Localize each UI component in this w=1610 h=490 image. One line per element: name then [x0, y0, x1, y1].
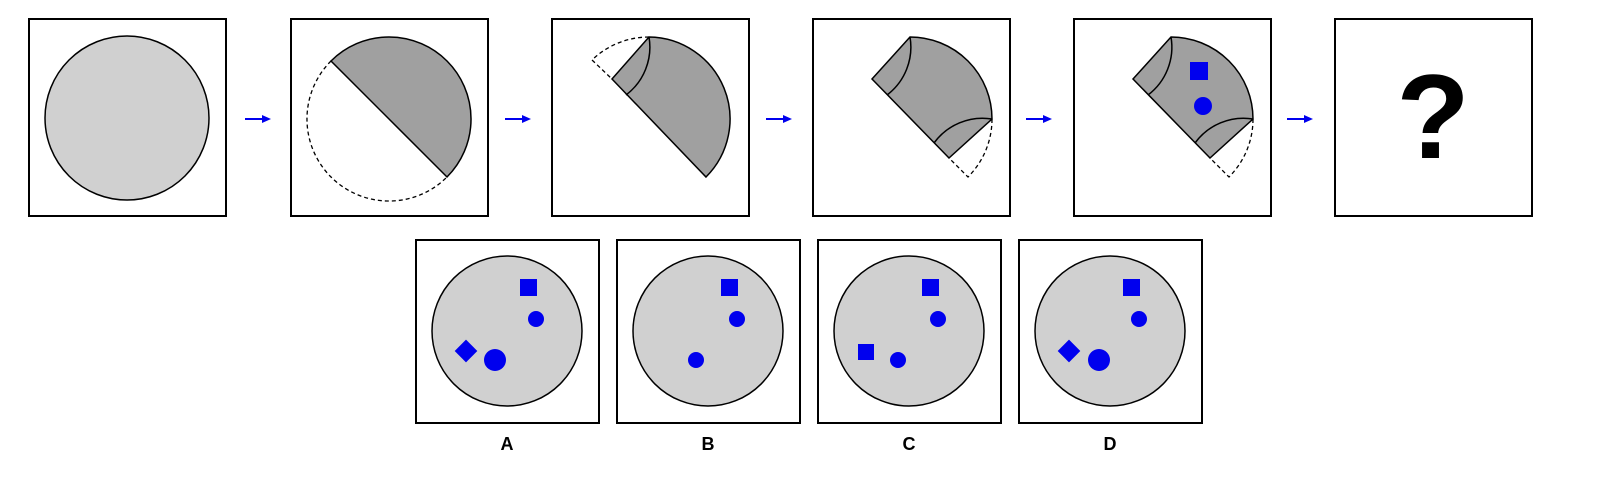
- paper-disc: [632, 255, 784, 407]
- square-hole-icon: [721, 279, 738, 296]
- dashed-fold-outline: [591, 36, 650, 80]
- step-5-panel: [1073, 18, 1272, 217]
- paper-disc: [1034, 255, 1186, 407]
- option-b[interactable]: B: [616, 239, 801, 454]
- square-hole-icon: [1190, 62, 1208, 80]
- folded-shape: [870, 36, 993, 160]
- step-4-panel: [812, 18, 1011, 217]
- option-a-label: A: [501, 434, 514, 454]
- fold-crease: [1194, 117, 1254, 144]
- paper-disc: [833, 255, 985, 407]
- fold-crease: [625, 36, 651, 96]
- circle-hole-icon: [729, 311, 745, 327]
- fold-crease: [1147, 36, 1173, 96]
- arrow-icon: [766, 115, 792, 123]
- circle-hole-icon: [930, 311, 946, 327]
- circle-hole-icon: [528, 311, 544, 327]
- option-c-label: C: [903, 434, 916, 454]
- arrow-icon: [1287, 115, 1313, 123]
- folded-half: [329, 36, 472, 179]
- question-mark: ?: [1396, 50, 1469, 184]
- option-b-label: B: [702, 434, 715, 454]
- square-hole-icon: [922, 279, 939, 296]
- step-1-panel: [28, 18, 227, 217]
- paper-disc: [431, 255, 583, 407]
- question-panel: ?: [1334, 18, 1533, 217]
- square-hole-icon: [1123, 279, 1140, 296]
- arrow-icon: [245, 115, 271, 123]
- circle-hole-icon: [1194, 97, 1212, 115]
- circle-hole-icon: [688, 352, 704, 368]
- dashed-fold-outline: [1209, 118, 1254, 178]
- option-d[interactable]: D: [1018, 239, 1203, 454]
- large-circle-hole-icon: [484, 349, 506, 371]
- question-frame: [1334, 18, 1533, 217]
- dashed-fold-outline: [948, 118, 993, 178]
- folded-shape: [1131, 36, 1254, 160]
- circle-hole-icon: [890, 352, 906, 368]
- arrow-icon: [505, 115, 531, 123]
- fold-crease: [886, 36, 912, 96]
- arrow-icon: [1026, 115, 1052, 123]
- step-2-panel: [290, 18, 489, 217]
- diamond-hole-icon: [454, 339, 478, 363]
- square-hole-icon: [858, 344, 874, 360]
- circle-hole-icon: [1131, 311, 1147, 327]
- dashed-fold-outline: [306, 60, 448, 202]
- folded-shape: [610, 36, 731, 179]
- paper-disc: [44, 35, 210, 201]
- diamond-hole-icon: [1057, 339, 1081, 363]
- option-c[interactable]: C: [817, 239, 1002, 454]
- step-3-panel: [551, 18, 750, 217]
- square-hole-icon: [520, 279, 537, 296]
- fold-crease: [933, 117, 993, 144]
- option-a[interactable]: A: [415, 239, 600, 454]
- large-circle-hole-icon: [1088, 349, 1110, 371]
- option-d-label: D: [1104, 434, 1117, 454]
